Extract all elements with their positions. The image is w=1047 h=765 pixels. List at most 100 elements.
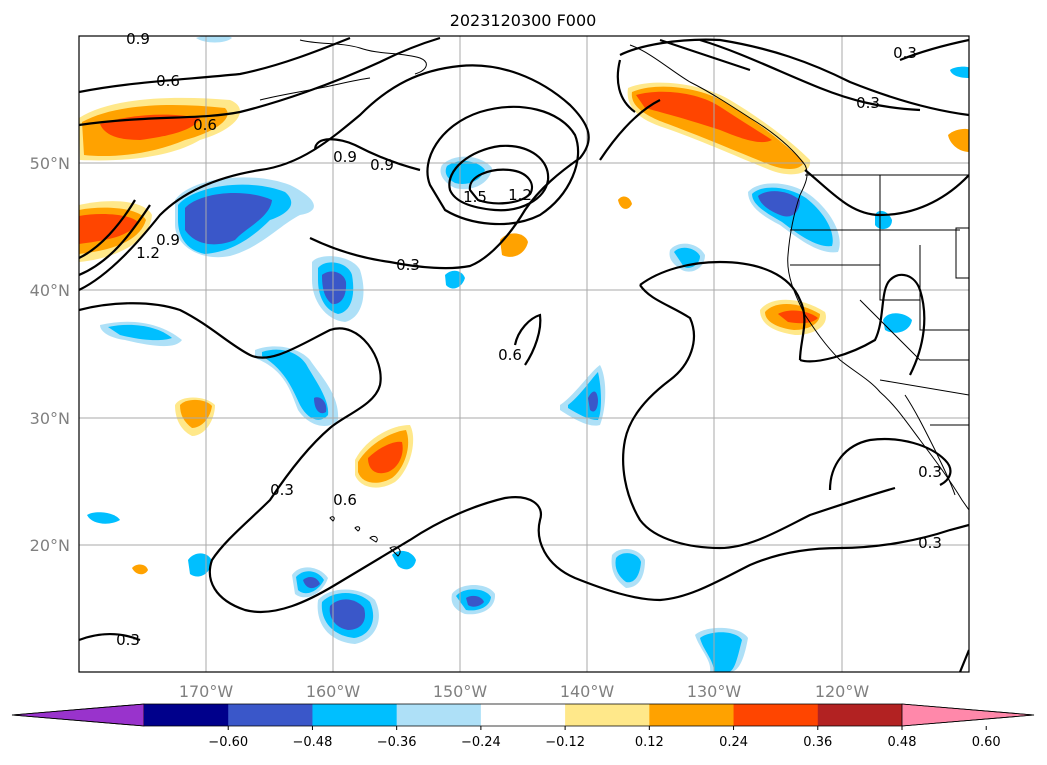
lon-label: 170°W: [179, 682, 234, 701]
colorbar-tick-label: −0.60: [208, 735, 248, 750]
contour-line: [313, 138, 421, 172]
colorbar-tick-label: 0.12: [635, 735, 664, 750]
contour-line: [448, 144, 550, 212]
negative-anomaly-region: [950, 66, 969, 78]
contour-line: [79, 199, 151, 277]
colorbar-tick-label: 0.24: [719, 735, 748, 750]
negative-anomaly-region: [329, 599, 366, 630]
colorbar-extend-low: [11, 703, 145, 727]
negative-anomaly-region: [674, 247, 700, 268]
lat-labels: 50°N 40°N 30°N 20°N: [30, 154, 70, 555]
contour-lines: [79, 36, 969, 672]
coastline-westcoast: [787, 194, 969, 511]
contour-line: [79, 632, 141, 642]
negative-anomaly-region: [615, 553, 641, 583]
coastline-baja: [904, 394, 956, 496]
negative-anomaly-region: [87, 512, 120, 524]
border-states: [790, 175, 969, 396]
colorbar-tick-label: 0.36: [803, 735, 832, 750]
contour-line: [699, 38, 921, 112]
contour-label: 0.6: [193, 116, 217, 134]
contour-label: 0.3: [918, 463, 942, 481]
lon-label: 120°W: [815, 682, 870, 701]
graticule: [79, 36, 969, 672]
figure-title: 2023120300 F000: [450, 11, 597, 30]
contour-label: 1.2: [508, 186, 532, 204]
contour-line: [804, 169, 969, 217]
negative-anomaly-region: [322, 271, 347, 305]
negative-anomaly-region: [758, 191, 800, 217]
colorbar-tick-label: −0.24: [461, 735, 501, 750]
frame-box: [955, 227, 969, 279]
colorbar-bin: [817, 704, 903, 726]
contour-label: 0.3: [893, 44, 917, 62]
coastlines: [259, 39, 969, 557]
colorbar-bin: [480, 704, 566, 726]
colorbar-tick-label: 0.48: [888, 735, 917, 750]
lon-label: 130°W: [687, 682, 742, 701]
contour-label: 0.6: [498, 346, 522, 364]
lat-label: 50°N: [30, 154, 70, 173]
lon-label: 150°W: [433, 682, 488, 701]
contour-line: [79, 302, 969, 614]
positive-anomaly-region: [79, 214, 138, 244]
negative-anomaly-region: [314, 397, 327, 414]
lat-label: 30°N: [30, 409, 70, 428]
contour-line: [659, 38, 751, 72]
contour-line: [513, 313, 542, 366]
contour-label: 1.2: [136, 244, 160, 262]
lat-label: 40°N: [30, 281, 70, 300]
map-frame: [78, 35, 970, 673]
colorbar-bin: [649, 704, 735, 726]
coastline-alaska: [259, 39, 427, 101]
contour-line: [79, 64, 590, 291]
contour-label: 0.9: [370, 156, 394, 174]
contour-label: 0.3: [396, 256, 420, 274]
negative-anomaly-region: [466, 595, 484, 607]
negative-anomaly-region: [883, 313, 912, 333]
negative-anomaly-region: [445, 270, 465, 289]
contour-line: [599, 59, 661, 161]
colorbar-bin: [565, 704, 650, 726]
contour-line: [899, 38, 969, 62]
contour-label: 0.9: [333, 148, 357, 166]
lon-label: 160°W: [306, 682, 361, 701]
colorbar-bin: [733, 704, 819, 726]
positive-anomaly-region: [132, 564, 148, 575]
positive-anomaly-region: [636, 91, 772, 143]
contour-line: [468, 168, 534, 205]
negative-anomaly-region: [262, 349, 329, 420]
contour-label: 0.3: [918, 534, 942, 552]
negative-anomaly-region: [188, 553, 212, 577]
positive-anomaly-region: [180, 399, 212, 428]
contour-line: [79, 36, 351, 94]
colorbar-tick-label: −0.48: [293, 735, 333, 750]
negative-anomaly-region: [303, 577, 320, 589]
contour-label: 0.9: [156, 231, 180, 249]
negative-anomaly-region: [196, 36, 232, 43]
colorbar-bin: [396, 704, 482, 726]
contour-labels: 0.9 0.6 0.6 0.9 0.9 1.5 1.2 1.2 0.9 0.3 …: [116, 30, 942, 649]
positive-anomaly-region: [618, 196, 632, 209]
colorbar-outline: [11, 703, 1035, 727]
contour-line: [799, 273, 926, 376]
colorbar-bin: [228, 704, 313, 726]
contour-line: [958, 649, 969, 672]
colorbar-bin: [144, 704, 229, 726]
colorbar-bin: [312, 704, 398, 726]
positive-anomaly-region: [500, 233, 528, 257]
lon-labels: 170°W 160°W 150°W 140°W 130°W 120°W: [179, 682, 870, 701]
colorbar: −0.60 −0.48 −0.36 −0.24 −0.12 0.12 0.24 0.36 0.4…: [11, 703, 1035, 750]
contour-line: [828, 438, 952, 491]
contour-line: [622, 260, 896, 550]
lat-label: 20°N: [30, 536, 70, 555]
negative-anomaly-region: [185, 193, 272, 245]
negative-anomaly-region: [588, 391, 598, 412]
positive-anomaly-region: [368, 441, 403, 474]
islands-hawaii: [329, 516, 401, 557]
negative-anomaly-region: [700, 632, 742, 672]
contour-label: 0.3: [856, 94, 880, 112]
contour-label: 0.6: [156, 72, 180, 90]
negative-anomaly-region: [108, 324, 172, 341]
